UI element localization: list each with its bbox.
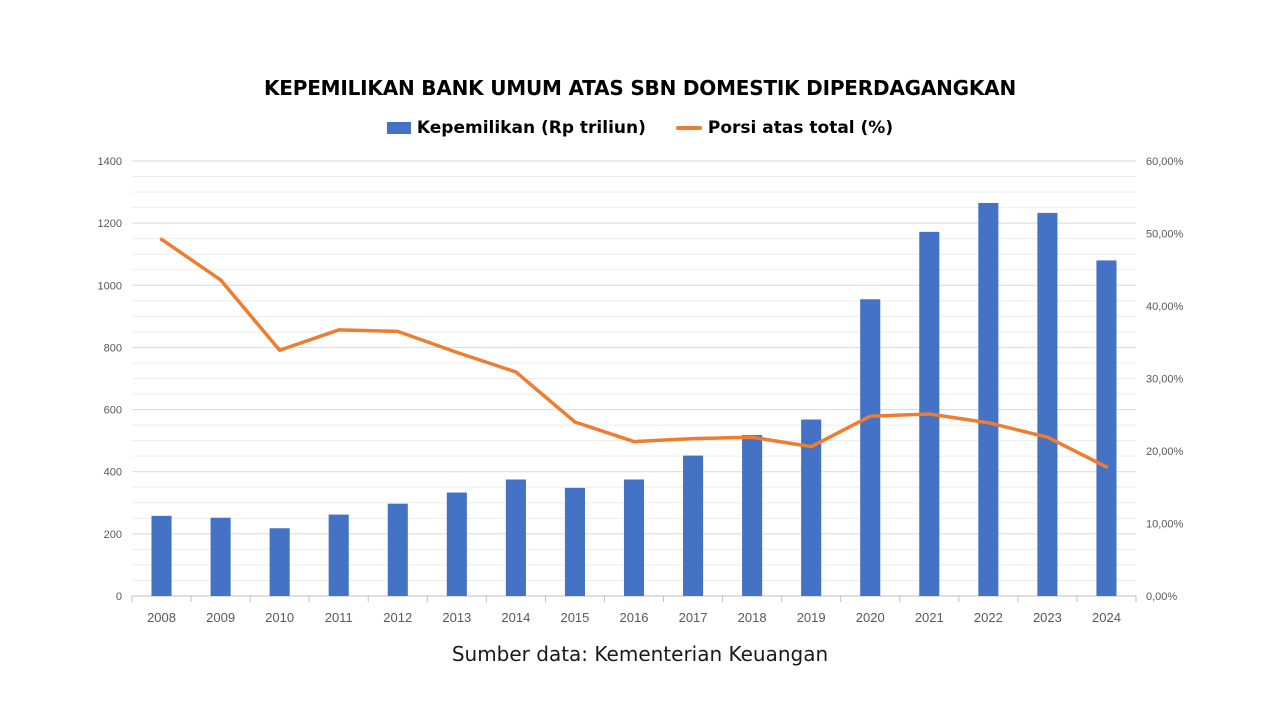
y-left-tick-label: 1400 — [98, 156, 122, 168]
y-left-tick-label: 400 — [104, 467, 122, 479]
y-left-tick-label: 1200 — [98, 218, 122, 230]
x-tick-label: 2011 — [325, 610, 353, 625]
x-tick-label: 2016 — [620, 610, 649, 625]
legend-label-line: Porsi atas total (%) — [707, 118, 894, 138]
y-right-tick-label: 40,00% — [1146, 301, 1184, 313]
line-point — [691, 437, 695, 441]
x-tick-label: 2019 — [797, 610, 826, 625]
legend-line-swatch — [675, 126, 702, 130]
x-tick-label: 2020 — [856, 610, 885, 625]
line-point — [337, 328, 341, 332]
bar — [505, 479, 526, 596]
bar — [151, 515, 172, 596]
line-point — [396, 329, 400, 333]
y-right-tick-label: 30,00% — [1146, 374, 1184, 386]
bar — [210, 517, 231, 596]
chart-legend: Kepemilikan (Rp triliun) Porsi atas tota… — [0, 118, 1280, 138]
x-tick-label: 2013 — [442, 610, 471, 625]
bar — [387, 503, 408, 596]
y-right-tick-label: 0,00% — [1146, 591, 1177, 603]
y-right-tick-label: 20,00% — [1146, 446, 1184, 458]
bar — [623, 479, 645, 596]
x-tick-label: 2009 — [206, 610, 235, 625]
x-tick-label: 2024 — [1092, 610, 1121, 625]
bar — [564, 487, 585, 596]
y-left-tick-label: 200 — [104, 529, 122, 541]
bar — [860, 299, 881, 596]
y-left-tick-label: 600 — [104, 405, 122, 417]
x-tick-label: 2014 — [501, 610, 530, 625]
y-left-tick-label: 800 — [104, 342, 122, 354]
line-point — [868, 414, 872, 418]
line-point — [809, 445, 813, 449]
bar — [978, 202, 999, 597]
line-point — [750, 435, 754, 439]
x-tick-label: 2022 — [974, 610, 1003, 625]
y-right-tick-label: 60,00% — [1146, 156, 1184, 168]
bar — [328, 514, 349, 596]
bar — [269, 528, 290, 596]
bar — [801, 419, 822, 596]
bar — [683, 455, 704, 596]
bar — [1037, 212, 1058, 596]
x-tick-label: 2021 — [915, 610, 944, 625]
x-tick-label: 2008 — [147, 610, 176, 625]
line-point — [632, 439, 636, 444]
x-tick-label: 2010 — [265, 610, 294, 625]
chart-title: KEPEMILIKAN BANK UMUM ATAS SBN DOMESTIK … — [264, 76, 1016, 100]
source-note: Sumber data: Kementerian Keuangan — [451, 642, 829, 666]
line-point — [927, 412, 931, 416]
x-tick-label: 2017 — [679, 610, 708, 625]
bar — [742, 435, 763, 596]
line-point — [159, 237, 164, 241]
line-point — [573, 420, 577, 424]
y-right-tick-label: 50,00% — [1146, 229, 1184, 241]
line-point — [1045, 435, 1050, 439]
series-line — [159, 237, 1109, 469]
x-tick-label: 2023 — [1033, 610, 1062, 625]
x-tick-label: 2018 — [738, 610, 767, 625]
legend-bar-swatch — [386, 122, 411, 134]
bar — [446, 492, 467, 596]
legend-item-line: Porsi atas total (%) — [675, 118, 894, 138]
line-point — [455, 350, 459, 354]
line-point — [986, 421, 990, 425]
bar — [1096, 260, 1117, 596]
legend-item-bars: Kepemilikan (Rp triliun) — [386, 118, 646, 138]
line-point — [1104, 465, 1109, 469]
legend-label-bars: Kepemilikan (Rp triliun) — [416, 118, 646, 138]
line-point — [514, 370, 518, 374]
x-tick-label: 2012 — [383, 610, 412, 625]
line-point — [218, 278, 223, 282]
y-left-tick-label: 0 — [116, 591, 122, 603]
line-point — [278, 348, 282, 352]
x-tick-label: 2015 — [560, 610, 589, 625]
y-left-tick-label: 1000 — [98, 280, 122, 292]
y-right-tick-label: 10,00% — [1146, 519, 1184, 531]
